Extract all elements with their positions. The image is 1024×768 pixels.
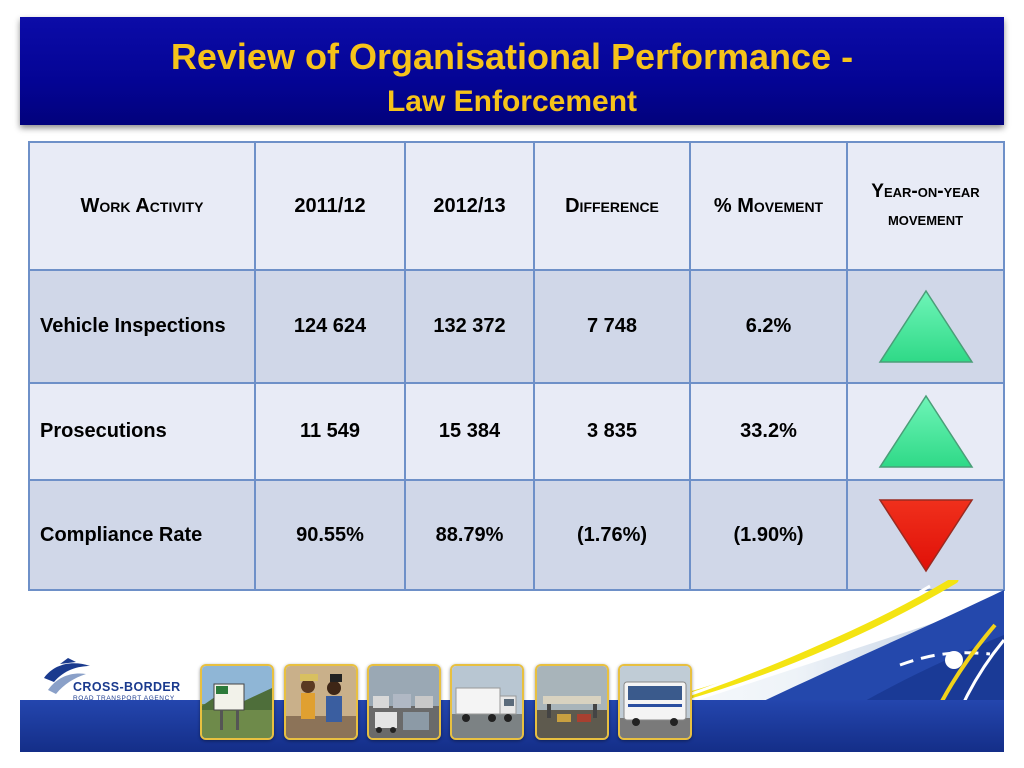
bus-photo: [618, 664, 692, 740]
logo-tagline: ROAD TRANSPORT AGENCY: [73, 695, 175, 702]
slide-title: Review of Organisational Performance -: [170, 36, 854, 77]
cell-difference: 3 835: [533, 382, 691, 481]
cell-2011-12: 124 624: [254, 269, 406, 384]
logo-name: CROSS-BORDER: [73, 680, 181, 694]
performance-table: Work Activity 2011/12 2012/13 Difference…: [28, 141, 1005, 591]
cell-movement: 33.2%: [689, 382, 848, 481]
cell-2012-13: 88.79%: [404, 479, 535, 591]
cell-activity: Vehicle Inspections: [28, 269, 256, 384]
up-arrow-icon: [878, 289, 973, 363]
up-arrow-icon: [878, 394, 973, 468]
down-arrow-icon: [878, 499, 973, 573]
header-difference: Difference: [533, 141, 691, 271]
slide-subtitle: Law Enforcement: [386, 85, 638, 118]
cell-movement: (1.90%): [689, 479, 848, 591]
cell-2011-12: 90.55%: [254, 479, 406, 591]
table-row: Prosecutions 11 549 15 384 3 835 33.2%: [28, 382, 1005, 481]
border-post-photo: [535, 664, 609, 740]
cell-2011-12: 11 549: [254, 382, 406, 481]
table-row: Vehicle Inspections 124 624 132 372 7 74…: [28, 269, 1005, 384]
title-banner: Review of Organisational Performance - L…: [20, 17, 1004, 125]
header-2012-13: 2012/13: [404, 141, 535, 271]
traffic-queue-photo: [367, 664, 441, 740]
cbrta-logo: [44, 658, 90, 694]
cell-activity: Prosecutions: [28, 382, 256, 481]
table-row: Compliance Rate 90.55% 88.79% (1.76%) (1…: [28, 479, 1005, 591]
cell-2012-13: 132 372: [404, 269, 535, 384]
pedestrians-photo: [284, 664, 358, 740]
cell-difference: (1.76%): [533, 479, 691, 591]
cell-trend: [846, 269, 1005, 384]
border-sign-photo: [200, 664, 274, 740]
cell-difference: 7 748: [533, 269, 691, 384]
header-work-activity: Work Activity: [28, 141, 256, 271]
cell-trend: [846, 479, 1005, 591]
table-header-row: Work Activity 2011/12 2012/13 Difference…: [28, 141, 1005, 271]
cell-activity: Compliance Rate: [28, 479, 256, 591]
cell-movement: 6.2%: [689, 269, 848, 384]
header-yoy-movement: Year-on-year movement: [846, 141, 1005, 271]
cell-2012-13: 15 384: [404, 382, 535, 481]
header-movement: % Movement: [689, 141, 848, 271]
trucks-photo: [450, 664, 524, 740]
cell-trend: [846, 382, 1005, 481]
header-2011-12: 2011/12: [254, 141, 406, 271]
